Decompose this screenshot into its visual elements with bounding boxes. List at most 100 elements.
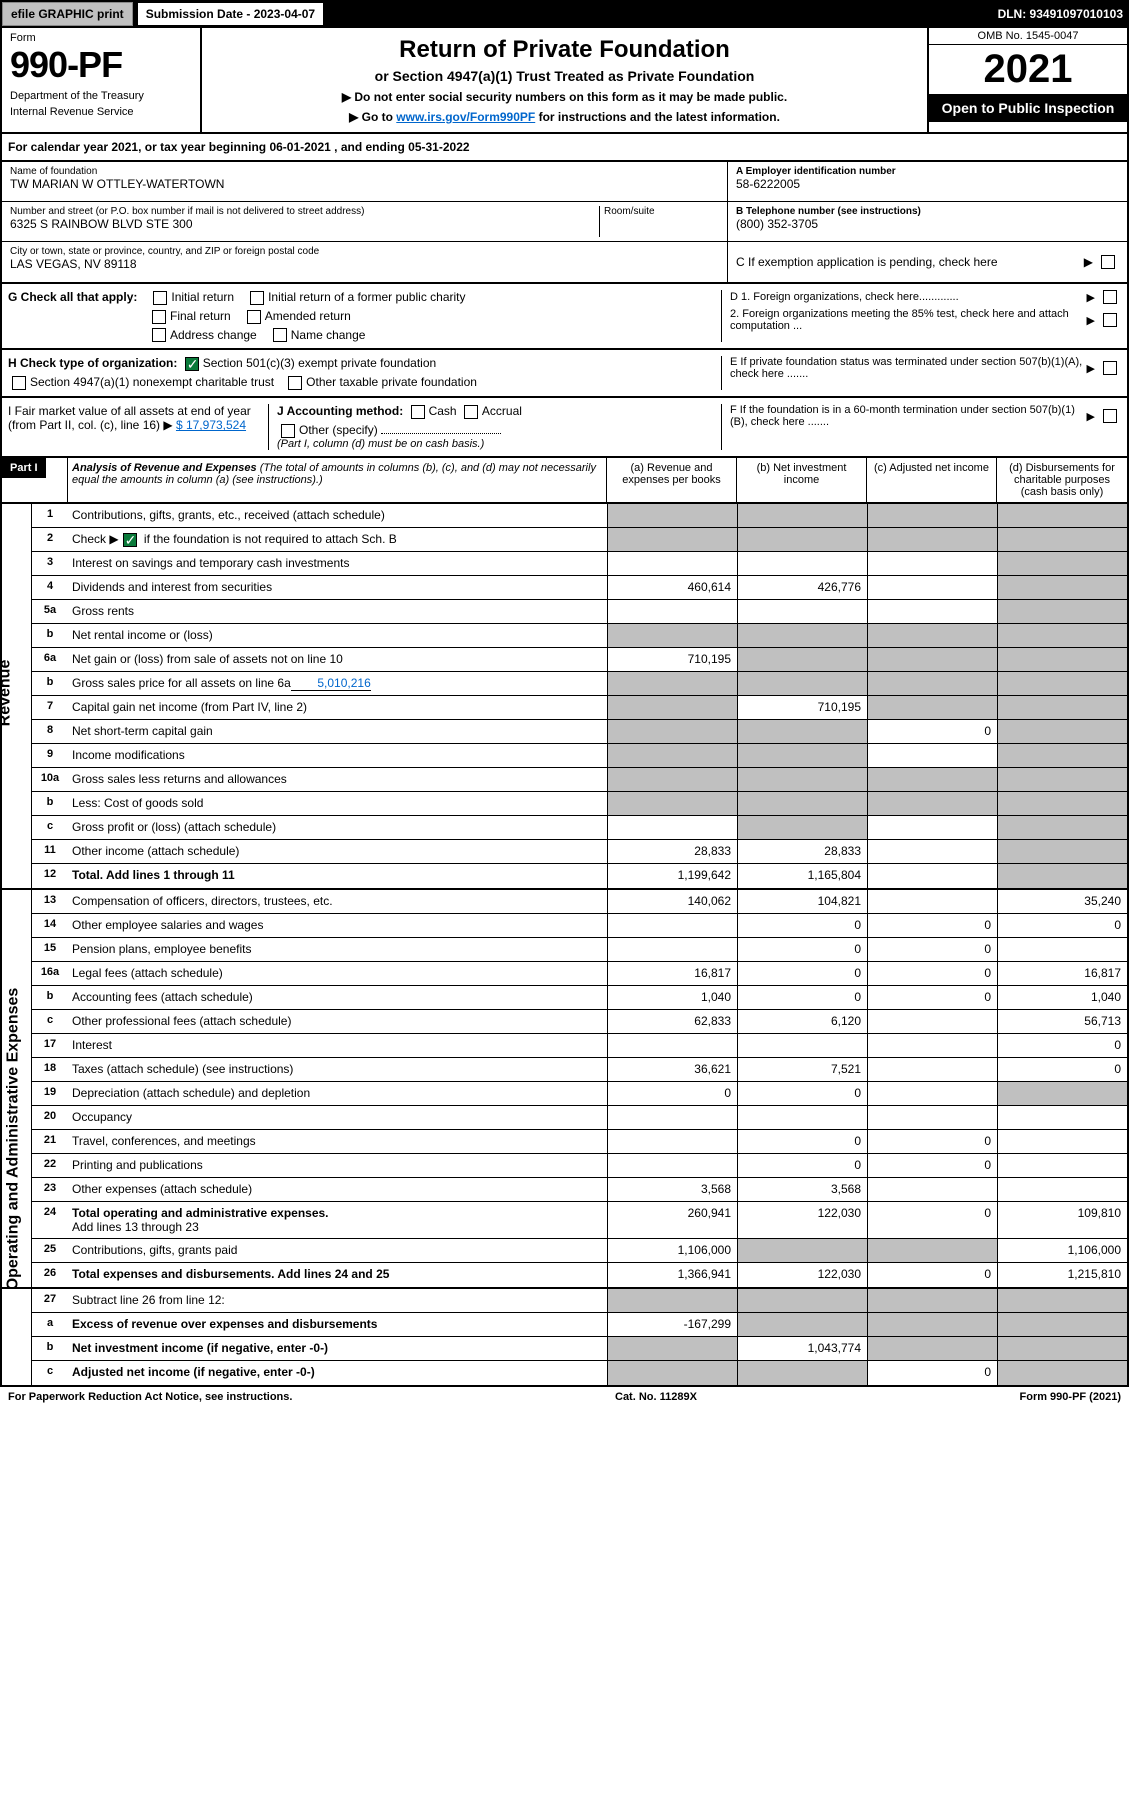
l15-c: 0 [867, 938, 997, 961]
amended-checkbox[interactable] [247, 310, 261, 324]
j-cash-checkbox[interactable] [411, 405, 425, 419]
instr-link: ▶ Go to www.irs.gov/Form990PF for instru… [210, 110, 919, 124]
check-section-g: G Check all that apply: Initial return I… [0, 284, 1129, 350]
name-change-label: Name change [291, 328, 366, 342]
i-value[interactable]: $ 17,973,524 [176, 418, 246, 432]
expenses-side-label: Operating and Administrative Expenses [4, 987, 22, 1290]
d1-checkbox[interactable] [1103, 290, 1117, 304]
l7-b: 710,195 [737, 696, 867, 719]
tax-year: 2021 [929, 45, 1127, 94]
foundation-name: TW MARIAN W OTTLEY-WATERTOWN [10, 177, 719, 191]
line-1: Contributions, gifts, grants, etc., rece… [68, 504, 607, 527]
form-header: Form 990-PF Department of the Treasury I… [0, 28, 1129, 134]
l24-b: 122,030 [737, 1202, 867, 1238]
amended-label: Amended return [265, 309, 351, 323]
l24-c: 0 [867, 1202, 997, 1238]
initial-label: Initial return [171, 290, 234, 304]
arrow-icon: ▶ [1087, 362, 1095, 375]
line-22: Printing and publications [68, 1154, 607, 1177]
h-label: H Check type of organization: [8, 356, 177, 370]
final-checkbox[interactable] [152, 310, 166, 324]
col-c-header: (c) Adjusted net income [867, 458, 997, 502]
name-label: Name of foundation [10, 166, 719, 177]
arrow-icon: ▶ [1084, 255, 1093, 269]
h-501c3-checkbox[interactable] [185, 357, 199, 371]
j-note: (Part I, column (d) must be on cash basi… [277, 438, 721, 450]
l16a-d: 16,817 [997, 962, 1127, 985]
j-accrual-checkbox[interactable] [464, 405, 478, 419]
initial-former-label: Initial return of a former public charit… [268, 290, 465, 304]
j-label: J Accounting method: [277, 404, 403, 418]
l22-c: 0 [867, 1154, 997, 1177]
c-checkbox[interactable] [1101, 255, 1115, 269]
foundation-address: 6325 S RAINBOW BLVD STE 300 [10, 217, 599, 231]
part1-title: Analysis of Revenue and Expenses [72, 462, 257, 474]
line-21: Travel, conferences, and meetings [68, 1130, 607, 1153]
form-title: Return of Private Foundation [210, 36, 919, 64]
line-16c: Other professional fees (attach schedule… [68, 1010, 607, 1033]
schb-checkbox[interactable] [123, 533, 137, 547]
line-4: Dividends and interest from securities [68, 576, 607, 599]
h-4947-checkbox[interactable] [12, 376, 26, 390]
l13-a: 140,062 [607, 890, 737, 913]
line-8: Net short-term capital gain [68, 720, 607, 743]
l16c-d: 56,713 [997, 1010, 1127, 1033]
page-footer: For Paperwork Reduction Act Notice, see … [0, 1387, 1129, 1407]
omb: OMB No. 1545-0047 [929, 28, 1127, 45]
l27a-a: -167,299 [607, 1313, 737, 1336]
l18-b: 7,521 [737, 1058, 867, 1081]
form-subtitle: or Section 4947(a)(1) Trust Treated as P… [210, 68, 919, 84]
l26-b: 122,030 [737, 1263, 867, 1287]
check-section-h: H Check type of organization: Section 50… [0, 350, 1129, 398]
f-checkbox[interactable] [1103, 409, 1117, 423]
line-16b: Accounting fees (attach schedule) [68, 986, 607, 1009]
l4-a: 460,614 [607, 576, 737, 599]
line-10a: Gross sales less returns and allowances [68, 768, 607, 791]
revenue-side-label: Revenue [0, 659, 14, 726]
l16a-a: 16,817 [607, 962, 737, 985]
initial-checkbox[interactable] [153, 291, 167, 305]
l11-b: 28,833 [737, 840, 867, 863]
addr-change-checkbox[interactable] [152, 328, 166, 342]
line-10c: Gross profit or (loss) (attach schedule) [68, 816, 607, 839]
line-27c: Adjusted net income (if negative, enter … [68, 1361, 607, 1385]
col-d-header: (d) Disbursements for charitable purpose… [997, 458, 1127, 502]
footer-catno: Cat. No. 11289X [615, 1391, 697, 1403]
phone: (800) 352-3705 [736, 217, 1119, 231]
col-b-header: (b) Net investment income [737, 458, 867, 502]
line-13: Compensation of officers, directors, tru… [68, 890, 607, 913]
line-23: Other expenses (attach schedule) [68, 1178, 607, 1201]
efile-print-button[interactable]: efile GRAPHIC print [2, 2, 133, 26]
expenses-table: Operating and Administrative Expenses 13… [0, 890, 1129, 1289]
l24-d: 109,810 [997, 1202, 1127, 1238]
d2-label: 2. Foreign organizations meeting the 85%… [730, 308, 1087, 332]
line-25: Contributions, gifts, grants paid [68, 1239, 607, 1262]
l18-d: 0 [997, 1058, 1127, 1081]
footer-form: Form 990-PF (2021) [1020, 1391, 1121, 1403]
city-label: City or town, state or province, country… [10, 246, 719, 257]
h-other-checkbox[interactable] [288, 376, 302, 390]
irs-link[interactable]: www.irs.gov/Form990PF [396, 110, 535, 124]
line-3: Interest on savings and temporary cash i… [68, 552, 607, 575]
l25-d: 1,106,000 [997, 1239, 1127, 1262]
l14-c: 0 [867, 914, 997, 937]
line-15: Pension plans, employee benefits [68, 938, 607, 961]
d2-checkbox[interactable] [1103, 313, 1117, 327]
j-other-checkbox[interactable] [281, 424, 295, 438]
l21-c: 0 [867, 1130, 997, 1153]
revenue-table: Revenue 1Contributions, gifts, grants, e… [0, 504, 1129, 890]
l24-a: 260,941 [607, 1202, 737, 1238]
part1-label: Part I [2, 458, 46, 478]
l22-b: 0 [737, 1154, 867, 1177]
e-checkbox[interactable] [1103, 361, 1117, 375]
part1-desc: Analysis of Revenue and Expenses (The to… [68, 458, 607, 502]
line-9: Income modifications [68, 744, 607, 767]
initial-former-checkbox[interactable] [250, 291, 264, 305]
l27b-b: 1,043,774 [737, 1337, 867, 1360]
final-label: Final return [170, 309, 231, 323]
ein: 58-6222005 [736, 177, 1119, 191]
l26-d: 1,215,810 [997, 1263, 1127, 1287]
summary-table: 27Subtract line 26 from line 12: aExcess… [0, 1289, 1129, 1387]
name-change-checkbox[interactable] [273, 328, 287, 342]
instr-post: for instructions and the latest informat… [535, 110, 780, 124]
